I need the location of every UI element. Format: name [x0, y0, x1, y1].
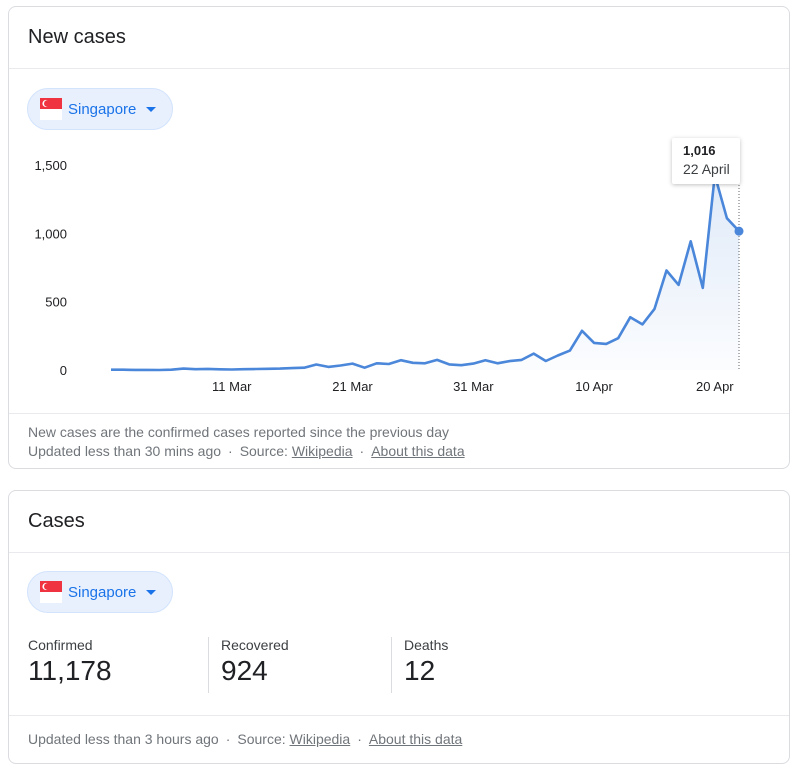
dropdown-caret-icon [146, 589, 157, 595]
source-wikipedia-link[interactable]: Wikipedia [289, 731, 351, 747]
source-label: Source: [237, 731, 286, 747]
separator-dot: · [357, 731, 362, 747]
updated-text: Updated less than 3 hours ago [28, 731, 219, 747]
new-cases-footer: Updated less than 30 mins ago · Source: Wi… [28, 443, 465, 459]
new-cases-title: New cases [9, 7, 789, 69]
deaths-stat: Deaths 12 [404, 637, 448, 687]
stat-divider [391, 637, 392, 693]
source-label: Source: [239, 443, 288, 459]
separator-dot: · [228, 443, 233, 459]
updated-text: Updated less than 30 mins ago [28, 443, 222, 459]
new-cases-note: New cases are the confirmed cases report… [28, 424, 449, 440]
y-tick-label: 500 [45, 295, 67, 310]
separator-dot: · [225, 731, 231, 747]
country-selector-label: Singapore [68, 100, 137, 118]
x-tick-label: 10 Apr [575, 379, 613, 394]
confirmed-stat: Confirmed 11,178 [28, 637, 112, 687]
recovered-stat: Recovered 924 [221, 637, 289, 687]
confirmed-value: 11,178 [28, 655, 112, 686]
singapore-flag-icon [40, 581, 62, 603]
separator-dot: · [359, 443, 365, 459]
source-wikipedia-link[interactable]: Wikipedia [291, 443, 353, 459]
x-tick-label: 11 Mar [212, 379, 252, 394]
cases-footer: Updated less than 3 hours ago · Source: Wi… [28, 731, 462, 747]
flag-white-band [40, 109, 62, 120]
x-tick-label: 20 Apr [696, 379, 734, 394]
flag-crescent [42, 582, 51, 591]
x-tick-label: 21 Mar [332, 379, 373, 394]
singapore-flag-icon [40, 98, 62, 120]
cases-footer-divider [9, 715, 789, 716]
deaths-label: Deaths [404, 637, 449, 653]
y-tick-label: 1,500 [34, 158, 67, 173]
highlight-point [734, 226, 744, 236]
chart-footer-divider [9, 413, 789, 414]
new-cases-line [111, 173, 740, 372]
country-selector[interactable]: Singapore [27, 88, 174, 130]
area-fill [111, 175, 739, 370]
flag-red-band [40, 98, 62, 109]
flag-red-band [40, 581, 62, 592]
cases-card: Cases Singapore Confirmed 11,178 Recover… [8, 490, 790, 764]
about-data-link[interactable]: About this data [371, 443, 465, 459]
dropdown-caret-icon [146, 106, 157, 112]
flag-white-band [40, 592, 62, 603]
deaths-value: 12 [404, 655, 436, 686]
y-tick-label: 0 [60, 363, 67, 378]
country-selector-label: Singapore [68, 583, 137, 601]
tooltip-value: 1,016 [683, 143, 716, 158]
chart-tooltip: 1,016 22 April [672, 138, 740, 184]
confirmed-label: Confirmed [28, 637, 93, 653]
recovered-value: 924 [221, 655, 268, 686]
country-selector[interactable]: Singapore [27, 571, 174, 613]
y-tick-label: 1,000 [34, 226, 67, 241]
x-tick-label: 31 Mar [453, 379, 494, 394]
cases-title: Cases [9, 491, 789, 553]
stat-divider [208, 637, 209, 693]
recovered-label: Recovered [221, 637, 289, 653]
tooltip-date: 22 April [683, 161, 730, 177]
new-cases-chart[interactable]: 0 500 1,000 1,500 11 Mar 21 Mar 31 Mar 10 Apr 20… [9, 7, 789, 407]
new-cases-card: New cases Singapore 0 500 1,000 1,500 11 Mar… [8, 6, 790, 469]
about-data-link[interactable]: About this data [368, 731, 463, 747]
flag-crescent [42, 99, 51, 108]
